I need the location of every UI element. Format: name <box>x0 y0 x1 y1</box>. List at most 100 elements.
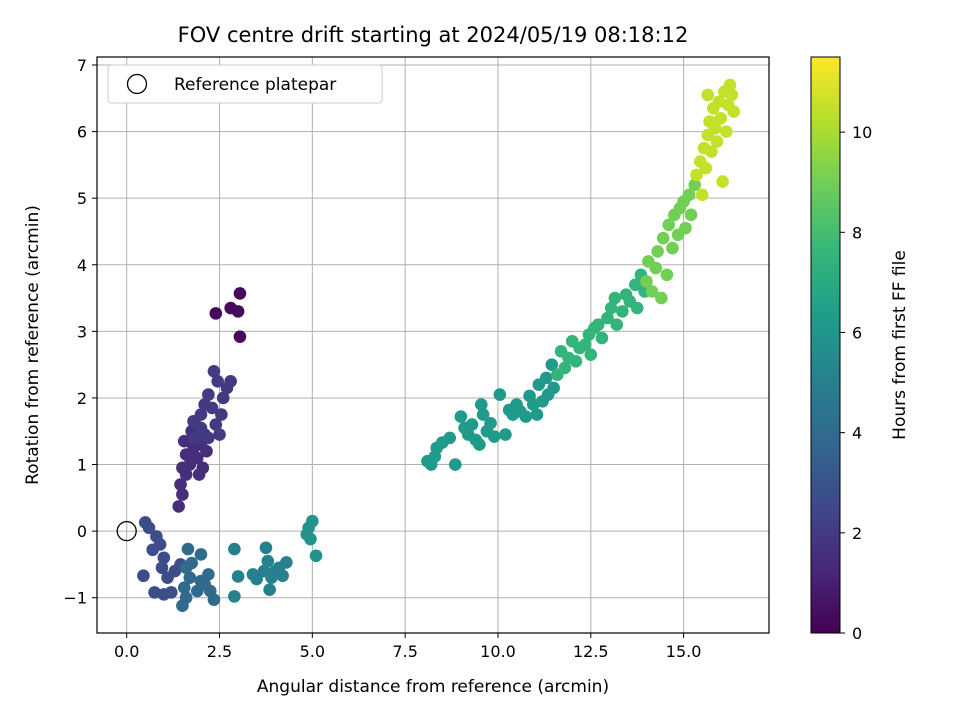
data-point <box>695 188 709 202</box>
data-point <box>545 358 559 371</box>
data-point <box>720 125 733 138</box>
y-tick-label: 4 <box>77 256 87 275</box>
data-point <box>645 285 659 298</box>
data-point <box>493 388 507 401</box>
colorbar-ticks: 0 2 4 6 8 10 <box>840 123 872 643</box>
y-tick-label: 3 <box>77 322 87 341</box>
data-point <box>265 571 278 585</box>
data-point <box>164 586 178 599</box>
data-point <box>177 581 191 595</box>
data-point <box>487 430 501 443</box>
data-point <box>185 556 198 570</box>
data-point <box>177 434 191 448</box>
data-point <box>476 408 490 421</box>
legend-label-reference: Reference platepar <box>174 75 336 95</box>
y-axis-label: Rotation from reference (arcmin) <box>23 205 43 485</box>
legend-marker-reference <box>126 73 148 95</box>
data-point <box>662 218 676 232</box>
data-point <box>259 541 273 555</box>
data-point <box>231 305 245 318</box>
data-point <box>682 188 696 202</box>
data-point <box>200 444 213 458</box>
data-point <box>190 451 204 465</box>
data-point <box>640 275 653 288</box>
data-point <box>716 175 729 188</box>
colorbar-tick-label: 0 <box>852 624 862 643</box>
data-point <box>595 331 609 345</box>
colorbar-tick-label: 6 <box>852 323 862 342</box>
y-tick-label: −1 <box>63 589 87 608</box>
data-point <box>655 291 668 305</box>
data-point <box>448 458 462 471</box>
data-point <box>684 208 698 222</box>
legend: Reference platepar <box>107 64 383 104</box>
data-point <box>601 311 614 325</box>
data-point <box>263 583 276 597</box>
data-point <box>584 348 598 361</box>
data-point <box>725 88 739 102</box>
data-point <box>666 241 679 255</box>
data-point <box>202 568 215 581</box>
data-point <box>651 245 664 258</box>
data-point <box>649 261 663 275</box>
data-point <box>228 542 241 556</box>
data-point <box>216 391 230 405</box>
data-point <box>608 291 622 305</box>
data-point <box>688 178 702 192</box>
data-point <box>616 305 629 318</box>
colorbar-tick-label: 2 <box>852 524 862 543</box>
data-point <box>723 78 737 92</box>
data-point <box>539 371 553 385</box>
data-point <box>224 374 237 388</box>
data-point <box>708 121 722 135</box>
x-tick-label: 0.0 <box>114 642 139 661</box>
data-point <box>474 398 488 411</box>
data-point <box>142 521 156 535</box>
data-point <box>190 584 204 598</box>
data-point <box>714 111 728 125</box>
data-point <box>558 361 572 375</box>
y-tick-label: 5 <box>77 189 87 208</box>
data-point <box>484 416 497 430</box>
x-tick-label: 15.0 <box>666 642 702 661</box>
data-point <box>172 500 185 513</box>
data-point <box>211 374 224 388</box>
data-point <box>499 428 512 441</box>
x-tick-label: 2.5 <box>207 642 232 661</box>
plot-frame <box>96 56 770 634</box>
data-point <box>250 572 263 586</box>
data-point <box>209 307 223 320</box>
data-point <box>194 408 208 421</box>
data-point <box>280 556 293 569</box>
colorbar-label: Hours from first FF file <box>890 250 910 440</box>
data-point <box>155 561 169 575</box>
colorbar-gradient <box>810 56 841 634</box>
data-point <box>215 408 228 421</box>
data-point <box>547 381 560 395</box>
data-point <box>604 301 618 315</box>
data-point <box>207 365 221 378</box>
data-point <box>679 221 692 235</box>
data-point <box>161 571 174 585</box>
legend-box <box>107 64 383 104</box>
grid-lines <box>97 57 769 633</box>
data-point <box>233 287 247 300</box>
data-point <box>473 438 486 451</box>
data-point <box>176 488 189 501</box>
data-point <box>660 268 674 282</box>
colorbar-tick-label: 8 <box>852 223 862 242</box>
y-tick-label: 2 <box>77 389 87 408</box>
data-point <box>300 528 314 541</box>
colorbar-tick-label: 4 <box>852 424 862 443</box>
data-point <box>183 571 197 585</box>
data-point <box>233 330 247 343</box>
x-tick-label: 10.0 <box>480 642 516 661</box>
data-point <box>231 570 245 583</box>
data-point <box>710 135 724 148</box>
data-point <box>610 318 624 331</box>
data-point <box>656 231 670 245</box>
x-axis-label: Angular distance from reference (arcmin) <box>257 677 609 697</box>
data-point <box>306 514 319 528</box>
data-point <box>578 338 592 351</box>
data-point <box>443 431 457 445</box>
